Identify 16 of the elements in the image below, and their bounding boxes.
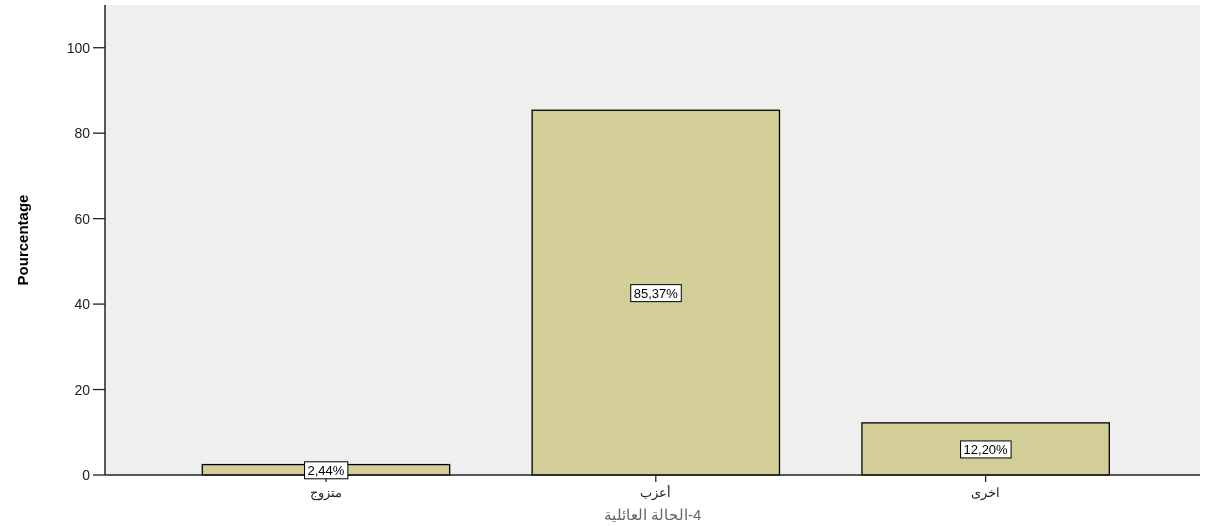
data-label: 85,37%	[633, 285, 679, 301]
y-axis-title: Pourcentage	[14, 194, 31, 286]
x-axis-title: 4-الحالة العائلية	[603, 506, 702, 523]
x-tick-label: متزوج	[309, 485, 342, 501]
x-tick-label: أعزب	[640, 484, 672, 501]
data-label: 12,20%	[963, 441, 1009, 457]
y-tick-label: 100	[66, 39, 91, 56]
y-tick-label: 0	[82, 467, 91, 483]
y-tick-label: 80	[74, 125, 91, 142]
data-label: 2,44%	[307, 462, 345, 478]
y-tick-label: 20	[74, 381, 91, 398]
bar	[861, 422, 1110, 476]
y-tick-label: 60	[74, 210, 91, 227]
y-tick-label: 40	[74, 296, 91, 313]
x-tick-label: اخرى	[971, 485, 1001, 501]
bar	[531, 109, 781, 476]
